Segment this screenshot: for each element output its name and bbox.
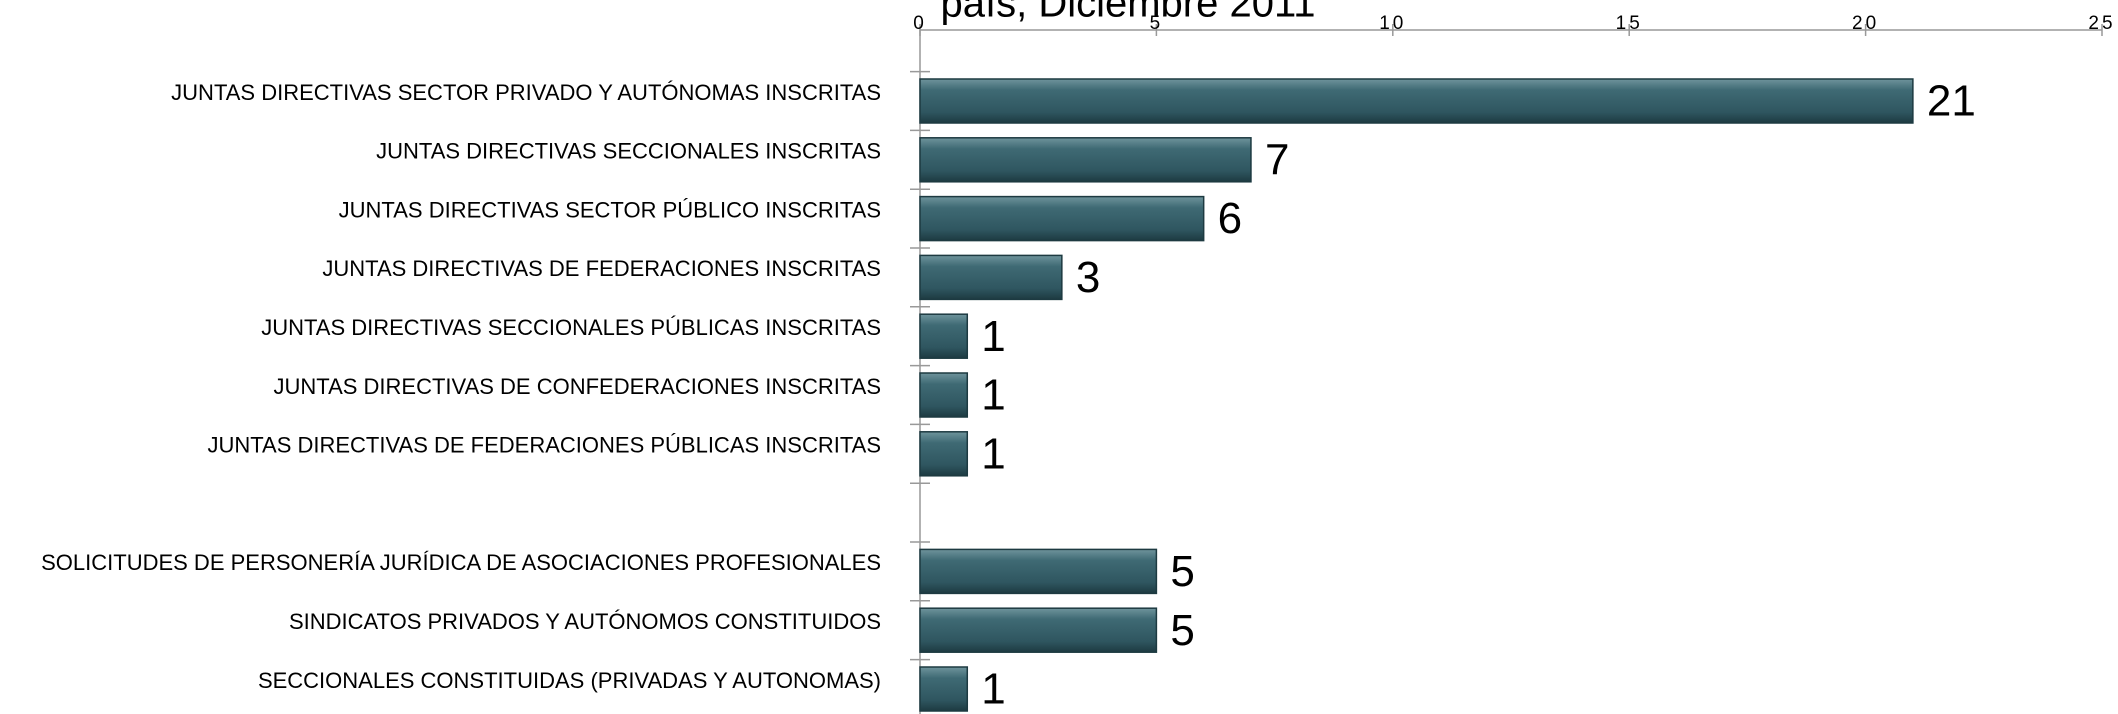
bar: [919, 195, 1205, 242]
bar: [919, 548, 1158, 595]
value-label: 5: [1170, 547, 1194, 596]
value-label: 21: [1927, 77, 1976, 126]
bar: [919, 666, 969, 712]
value-label: 6: [1218, 194, 1242, 243]
value-label: 1: [981, 665, 1005, 714]
bar: [919, 137, 1252, 183]
y-tick-label: JUNTAS DIRECTIVAS SECCIONALES INSCRITAS: [376, 139, 881, 164]
bar: [919, 254, 1063, 301]
value-label: 1: [981, 429, 1005, 478]
y-tick-label: JUNTAS DIRECTIVAS SECCIONALES PÚBLICAS I…: [261, 315, 881, 340]
value-label: 7: [1265, 135, 1289, 184]
x-tick-label: 0: [913, 13, 927, 34]
y-tick-label: JUNTAS DIRECTIVAS SECTOR PÚBLICO INSCRIT…: [339, 197, 881, 222]
value-label: 1: [981, 371, 1005, 420]
y-tick-label: SECCIONALES CONSTITUIDAS (PRIVADAS Y AUT…: [258, 668, 881, 693]
y-tick-label: JUNTAS DIRECTIVAS DE FEDERACIONES INSCRI…: [322, 256, 881, 281]
y-tick-label: SINDICATOS PRIVADOS Y AUTÓNOMOS CONSTITU…: [289, 609, 881, 634]
value-label: 3: [1076, 253, 1100, 302]
x-tick-label: 5: [1150, 13, 1164, 34]
bar: [919, 431, 969, 477]
x-tick-label: 20: [1852, 13, 1879, 34]
x-tick-label: 25: [2088, 13, 2115, 34]
x-tick-label: 15: [1616, 13, 1643, 34]
bar: [919, 372, 969, 418]
value-label: 1: [981, 312, 1005, 361]
y-tick-label: JUNTAS DIRECTIVAS DE CONFEDERACIONES INS…: [273, 374, 881, 399]
y-tick-label: JUNTAS DIRECTIVAS SECTOR PRIVADO Y AUTÓN…: [171, 80, 881, 105]
bar: [919, 78, 1914, 124]
bar: [919, 607, 1158, 653]
chart-title: país, Diciembre 2011: [941, 0, 1316, 26]
value-label: 5: [1170, 606, 1194, 655]
bar: [919, 313, 969, 359]
y-tick-label: SOLICITUDES DE PERSONERÍA JURÍDICA DE AS…: [41, 550, 881, 575]
y-tick-label: JUNTAS DIRECTIVAS DE FEDERACIONES PÚBLIC…: [207, 433, 881, 458]
x-tick-label: 10: [1379, 13, 1406, 34]
